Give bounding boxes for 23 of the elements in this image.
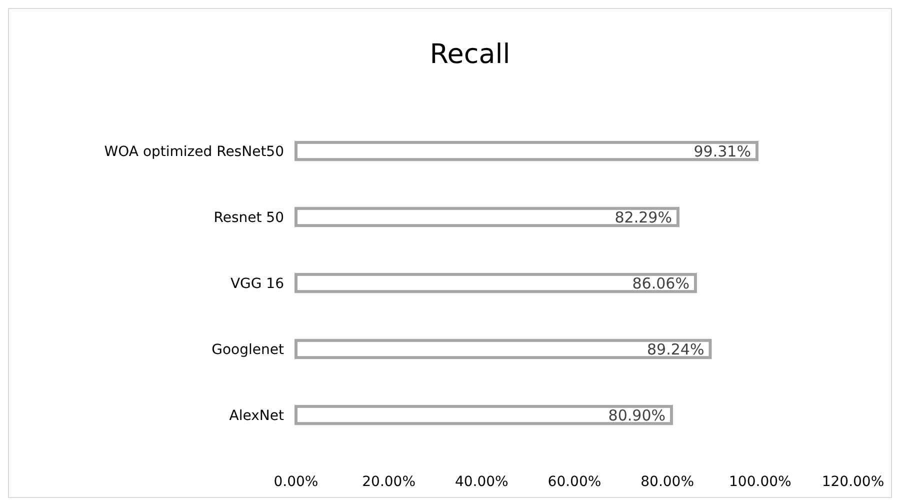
x-tick-label: 40.00% xyxy=(454,474,508,490)
x-tick-label: 60.00% xyxy=(548,474,602,490)
x-tick-label: 0.00% xyxy=(274,474,318,490)
bar xyxy=(294,338,712,360)
y-tick-label: Googlenet xyxy=(212,342,284,358)
y-tick-label: Resnet 50 xyxy=(214,210,284,226)
data-label: 80.90% xyxy=(608,406,666,424)
x-tick-label: 100.00% xyxy=(729,474,792,490)
x-tick-label: 20.00% xyxy=(362,474,416,490)
y-tick-label: WOA optimized ResNet50 xyxy=(104,144,284,160)
y-tick-label: VGG 16 xyxy=(230,276,284,292)
data-label: 82.29% xyxy=(614,208,672,226)
bar xyxy=(294,206,680,228)
bar xyxy=(294,404,674,426)
bar xyxy=(294,140,758,162)
data-label: 86.06% xyxy=(632,274,690,292)
x-tick-label: 120.00% xyxy=(822,474,884,490)
bar xyxy=(294,272,697,294)
x-tick-label: 80.00% xyxy=(640,474,694,490)
data-label: 99.31% xyxy=(694,142,751,160)
data-label: 89.24% xyxy=(647,340,704,358)
y-tick-label: AlexNet xyxy=(229,408,284,424)
chart-title: Recall xyxy=(430,39,510,70)
